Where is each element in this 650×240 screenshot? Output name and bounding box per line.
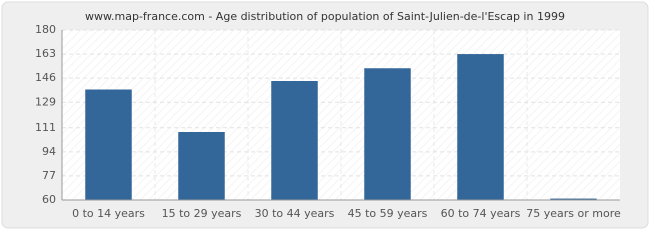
chart: www.map-france.com - Age distribution of… bbox=[1, 1, 649, 229]
y-tick-label: 77 bbox=[42, 169, 56, 182]
x-tick-label: 30 to 44 years bbox=[255, 207, 335, 220]
y-tick-label: 146 bbox=[35, 71, 56, 84]
y-tick-label: 180 bbox=[35, 23, 56, 36]
bar bbox=[550, 198, 597, 200]
y-tick-label: 60 bbox=[42, 193, 56, 206]
y-tick-label: 129 bbox=[35, 95, 56, 108]
y-tick-label: 111 bbox=[35, 121, 56, 134]
x-tick-label: 0 to 14 years bbox=[72, 207, 145, 220]
x-tick-label: 45 to 59 years bbox=[348, 207, 428, 220]
chart-title: www.map-france.com - Age distribution of… bbox=[85, 10, 565, 23]
bar bbox=[271, 81, 318, 200]
x-tick-label: 75 years or more bbox=[526, 207, 621, 220]
bar bbox=[85, 89, 132, 200]
bar bbox=[457, 54, 504, 201]
y-tick-label: 163 bbox=[35, 47, 56, 60]
x-tick-label: 60 to 74 years bbox=[441, 207, 521, 220]
bar bbox=[364, 68, 411, 200]
x-tick-label: 15 to 29 years bbox=[162, 207, 242, 220]
y-tick-label: 94 bbox=[42, 145, 56, 158]
bar bbox=[178, 132, 225, 200]
